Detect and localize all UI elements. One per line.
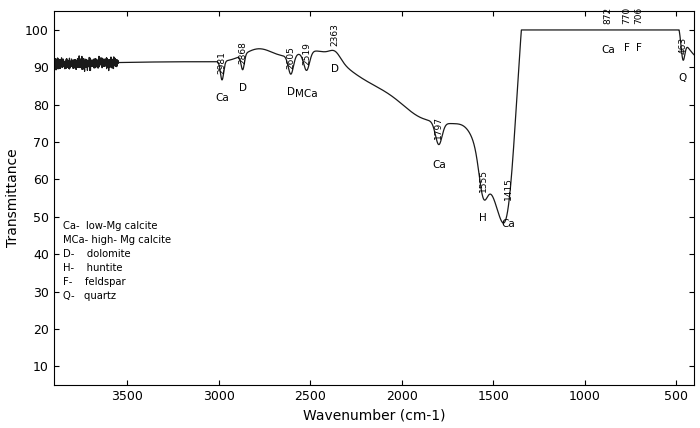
Text: 1797: 1797: [434, 116, 443, 139]
Text: 2868: 2868: [238, 41, 247, 64]
Text: 872: 872: [603, 7, 612, 24]
Text: Ca: Ca: [432, 160, 446, 169]
Text: Ca-  low-Mg calcite
MCa- high- Mg calcite
D-    dolomite
H-    huntite
F-    fel: Ca- low-Mg calcite MCa- high- Mg calcite…: [64, 220, 172, 300]
Text: H: H: [480, 213, 487, 223]
Text: 2519: 2519: [302, 42, 311, 65]
Text: D: D: [331, 64, 340, 74]
Text: 2981: 2981: [218, 51, 227, 74]
Text: MCa: MCa: [295, 89, 318, 99]
Text: D: D: [287, 87, 295, 97]
Text: Ca: Ca: [502, 219, 515, 229]
Text: 2363: 2363: [330, 23, 340, 46]
Text: F: F: [636, 43, 641, 53]
Text: 1415: 1415: [504, 178, 513, 200]
Text: 2605: 2605: [286, 46, 295, 68]
Y-axis label: Transmittance: Transmittance: [6, 149, 20, 247]
Text: Ca: Ca: [215, 93, 229, 103]
X-axis label: Wavenumber (cm-1): Wavenumber (cm-1): [303, 408, 445, 422]
Text: 706: 706: [634, 7, 643, 24]
Text: D: D: [239, 83, 246, 93]
Text: Q: Q: [679, 73, 687, 83]
Text: 463: 463: [678, 37, 687, 54]
Text: 770: 770: [622, 7, 631, 24]
Text: F: F: [624, 43, 630, 53]
Text: Ca: Ca: [601, 45, 615, 55]
Text: 1555: 1555: [479, 169, 487, 192]
